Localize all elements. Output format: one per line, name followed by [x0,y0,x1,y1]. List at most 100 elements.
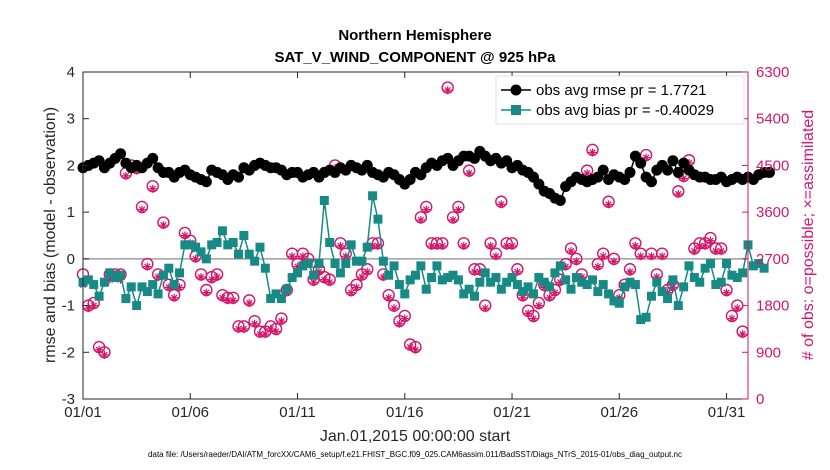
y-left-tick-label: -3 [62,391,75,408]
obs-assimilated-point [443,86,452,95]
bias-point [110,273,120,283]
bias-point [518,287,528,297]
obs-assimilated-point [363,267,372,276]
obs-assimilated-point [400,314,409,323]
bias-point [89,280,99,290]
bias-point [663,294,673,304]
obs-assimilated-point [170,293,179,302]
rmse-point [233,171,245,183]
bias-point [759,263,769,273]
bias-point [582,280,592,290]
bias-point [260,263,270,273]
bias-point [528,289,538,299]
y-left-tick-label: -1 [62,298,75,315]
obs-assimilated-point [416,215,425,224]
obs-assimilated-point [674,189,683,198]
bias-point [83,275,93,285]
bias-point [539,277,549,287]
rmse-series [77,145,775,206]
bias-point [625,277,635,287]
bias-point [389,261,399,271]
obs-assimilated-point [229,296,238,305]
obs-assimilated-point [314,267,323,276]
bias-point [716,277,726,287]
obs-assimilated-point [497,200,506,209]
bias-point [394,280,404,290]
y-right-tick-label: 5400 [756,111,789,128]
bias-point [94,291,104,301]
obs-assimilated-point [636,252,645,261]
y-right-tick-label: 3600 [756,204,789,221]
obs-assimilated-point [159,221,168,230]
bias-point [191,242,201,252]
rmse-point [624,166,636,178]
bias-point [507,273,517,283]
y-right-tick-label: 900 [756,344,781,361]
bias-point [469,291,479,301]
bias-point [437,275,447,285]
bias-point [432,261,442,271]
chart-title-line2: SAT_V_WIND_COMPONENT @ 925 hPa [274,49,556,66]
rmse-point [662,164,674,176]
y-left-tick-label: 3 [67,111,75,128]
bias-point [362,242,372,252]
obs-assimilated-point [213,273,222,282]
obs-assimilated-point [658,252,667,261]
bias-point [400,289,410,299]
bias-point [416,261,426,271]
bias-point [571,273,581,283]
bias-point [185,240,195,250]
bias-series [78,191,769,325]
bias-point [480,268,490,278]
obs-assimilated-point [465,169,474,178]
bias-point [684,261,694,271]
y-left-tick-label: 1 [67,204,75,221]
rmse-point [115,148,127,160]
obs-assimilated-point [202,288,211,297]
bias-point [646,291,656,301]
bias-point [319,195,329,205]
rmse-point [667,155,679,167]
bias-point [303,259,313,269]
obs-assimilated-point [701,241,710,250]
bias-point [464,284,474,294]
bias-point [620,282,630,292]
obs-assimilated-point [191,254,200,263]
obs-assimilated-point [272,327,281,336]
bias-point [555,261,565,271]
bias-point [496,284,506,294]
y-right-tick-label: 4500 [756,157,789,174]
obs-assimilated-point [491,252,500,261]
obs-assimilated-point [486,241,495,250]
bias-point [486,277,496,287]
legend-rmse-marker [510,84,522,96]
obs-assimilated-point [588,148,597,157]
legend-rmse-label: obs avg rmse pr = 1.7721 [536,82,707,99]
legend-box [495,75,745,125]
bias-point [711,280,721,290]
legend: obs avg rmse pr = 1.7721 obs avg bias pr… [495,75,745,125]
bias-point [630,280,640,290]
obs-assimilated-point [690,247,699,256]
obs-assimilated-point [593,262,602,271]
bias-point [282,284,292,294]
rmse-point [763,166,775,178]
bias-point [158,270,168,280]
bias-point [448,270,458,280]
bias-point [523,282,533,292]
bias-point [652,277,662,287]
x-tick-label: 01/16 [386,404,424,421]
bias-point [201,254,211,264]
bias-point [169,280,179,290]
obs-assimilated-point [722,288,731,297]
bias-point [577,277,587,287]
bias-point [352,256,362,266]
bias-point [722,259,732,269]
obs-assimilated-point [438,241,447,250]
data-file-footnote: data file: /Users/raeder/DAI/ATM_forcXX/… [148,450,682,459]
bias-point [453,275,463,285]
obs-assimilated-point [261,330,270,339]
bias-point [234,249,244,259]
y-right-tick-label: 1800 [756,298,789,315]
obs-assimilated-point [609,257,618,266]
